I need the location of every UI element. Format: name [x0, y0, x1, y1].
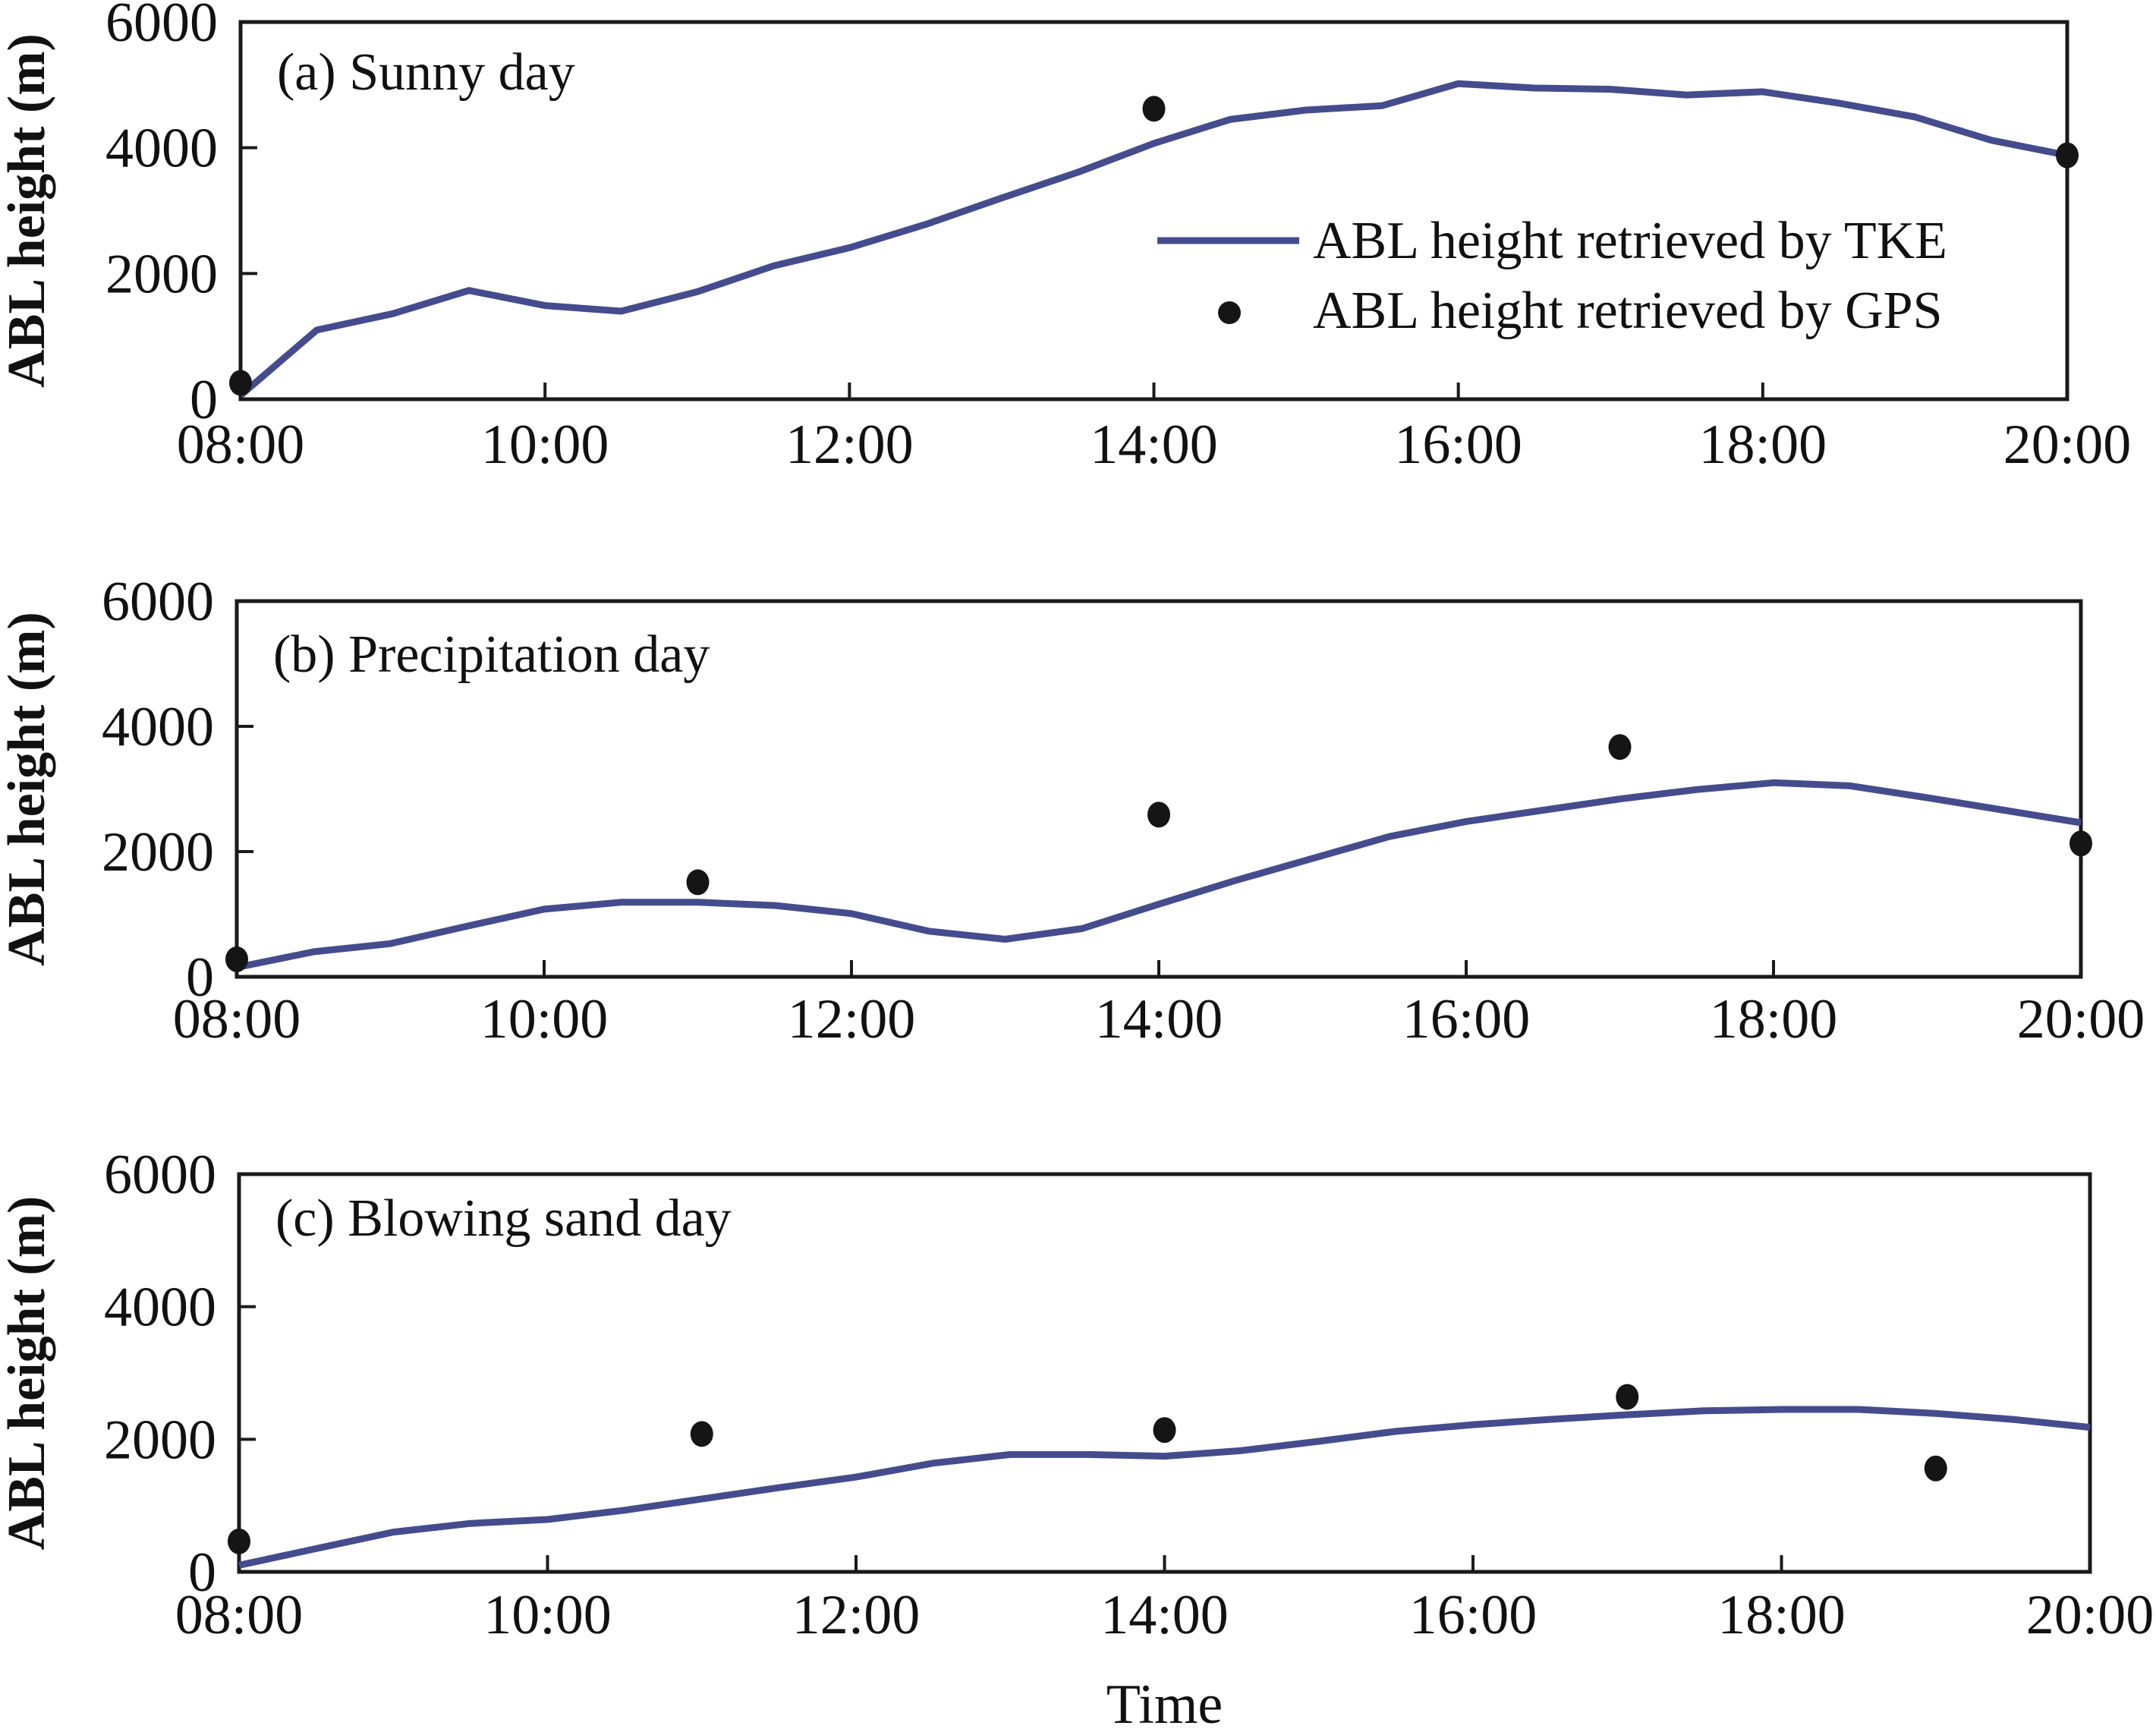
x-tick-label: 20:00 [2026, 1584, 2154, 1646]
x-tick-label: 18:00 [1699, 414, 1827, 476]
x-tick-label: 16:00 [1394, 414, 1522, 476]
x-tick-label: 10:00 [483, 1584, 612, 1646]
y-tick-label: 4000 [102, 696, 214, 758]
x-tick-label: 20:00 [2003, 414, 2132, 476]
x-tick-label: 10:00 [481, 414, 609, 476]
x-tick-label: 18:00 [1710, 988, 1838, 1050]
x-axis-label: Time [1106, 1674, 1223, 1732]
gps-data-point [1147, 801, 1170, 828]
y-axis-label: ABL height (m) [0, 1196, 56, 1551]
panel-c: ABL height (m) (c) Blowing sand day Time… [0, 1144, 2154, 1732]
x-tick-label: 18:00 [1717, 1584, 1846, 1646]
x-tick-label: 16:00 [1402, 988, 1531, 1050]
x-tick-label: 08:00 [173, 988, 301, 1050]
panel-title: (c) Blowing sand day [275, 1189, 732, 1248]
gps-data-point [1153, 1417, 1176, 1444]
x-tick-label: 10:00 [480, 988, 609, 1050]
y-tick-label: 4000 [105, 118, 218, 180]
y-tick-label: 0 [188, 1541, 216, 1604]
gps-data-point [2056, 142, 2079, 168]
tke-series-line [236, 779, 2082, 971]
x-tick-label: 16:00 [1409, 1584, 1538, 1646]
legend: ABL height retrieved by TKE ABL height r… [1157, 212, 1947, 340]
y-tick-label: 4000 [104, 1277, 216, 1339]
y-axis-label: ABL height (m) [0, 33, 56, 388]
x-tick-label: 14:00 [1095, 988, 1223, 1050]
gps-data-point [1616, 1384, 1639, 1410]
legend-label-tke: ABL height retrieved by TKE [1313, 212, 1947, 270]
x-tick-label: 14:00 [1090, 414, 1218, 476]
y-tick-label: 6000 [104, 1144, 216, 1206]
tke-series-line [238, 80, 2068, 398]
y-tick-label: 0 [186, 946, 214, 1009]
panel-b: ABL height (m) (b) Precipitation day 0 20… [0, 571, 2145, 1050]
y-axis-label: ABL height (m) [0, 612, 56, 966]
gps-data-point [686, 869, 710, 896]
x-tick-label: 08:00 [175, 1584, 304, 1646]
x-tick-label: 20:00 [2017, 988, 2145, 1050]
y-tick-label: 2000 [105, 243, 218, 305]
panel-a: ABL height (m) (a) Sunny day 0 2000 4000 60… [0, 0, 2131, 476]
y-tick-label: 6000 [102, 571, 214, 633]
gps-data-point [225, 946, 248, 972]
legend-label-gps: ABL height retrieved by GPS [1313, 282, 1943, 340]
gps-data-point [690, 1421, 713, 1447]
legend-dot-marker-icon [1218, 301, 1241, 324]
gps-data-point [228, 1528, 250, 1554]
y-tick-label: 0 [190, 369, 218, 431]
gps-data-point [1142, 96, 1166, 122]
y-tick-label: 6000 [105, 0, 218, 54]
tke-series-line [238, 1406, 2091, 1569]
y-tick-label: 2000 [104, 1409, 216, 1471]
panel-title: (b) Precipitation day [273, 625, 710, 684]
x-tick-label: 12:00 [788, 988, 916, 1050]
x-tick-label: 14:00 [1100, 1584, 1229, 1646]
gps-data-point [1608, 734, 1632, 761]
x-tick-label: 12:00 [785, 414, 914, 476]
x-tick-label: 08:00 [177, 414, 305, 476]
gps-data-point [229, 370, 252, 396]
y-tick-label: 2000 [102, 821, 214, 883]
panel-title: (a) Sunny day [277, 43, 575, 102]
gps-data-point [2069, 830, 2092, 857]
x-tick-label: 12:00 [792, 1584, 921, 1646]
gps-data-point [1924, 1455, 1947, 1482]
